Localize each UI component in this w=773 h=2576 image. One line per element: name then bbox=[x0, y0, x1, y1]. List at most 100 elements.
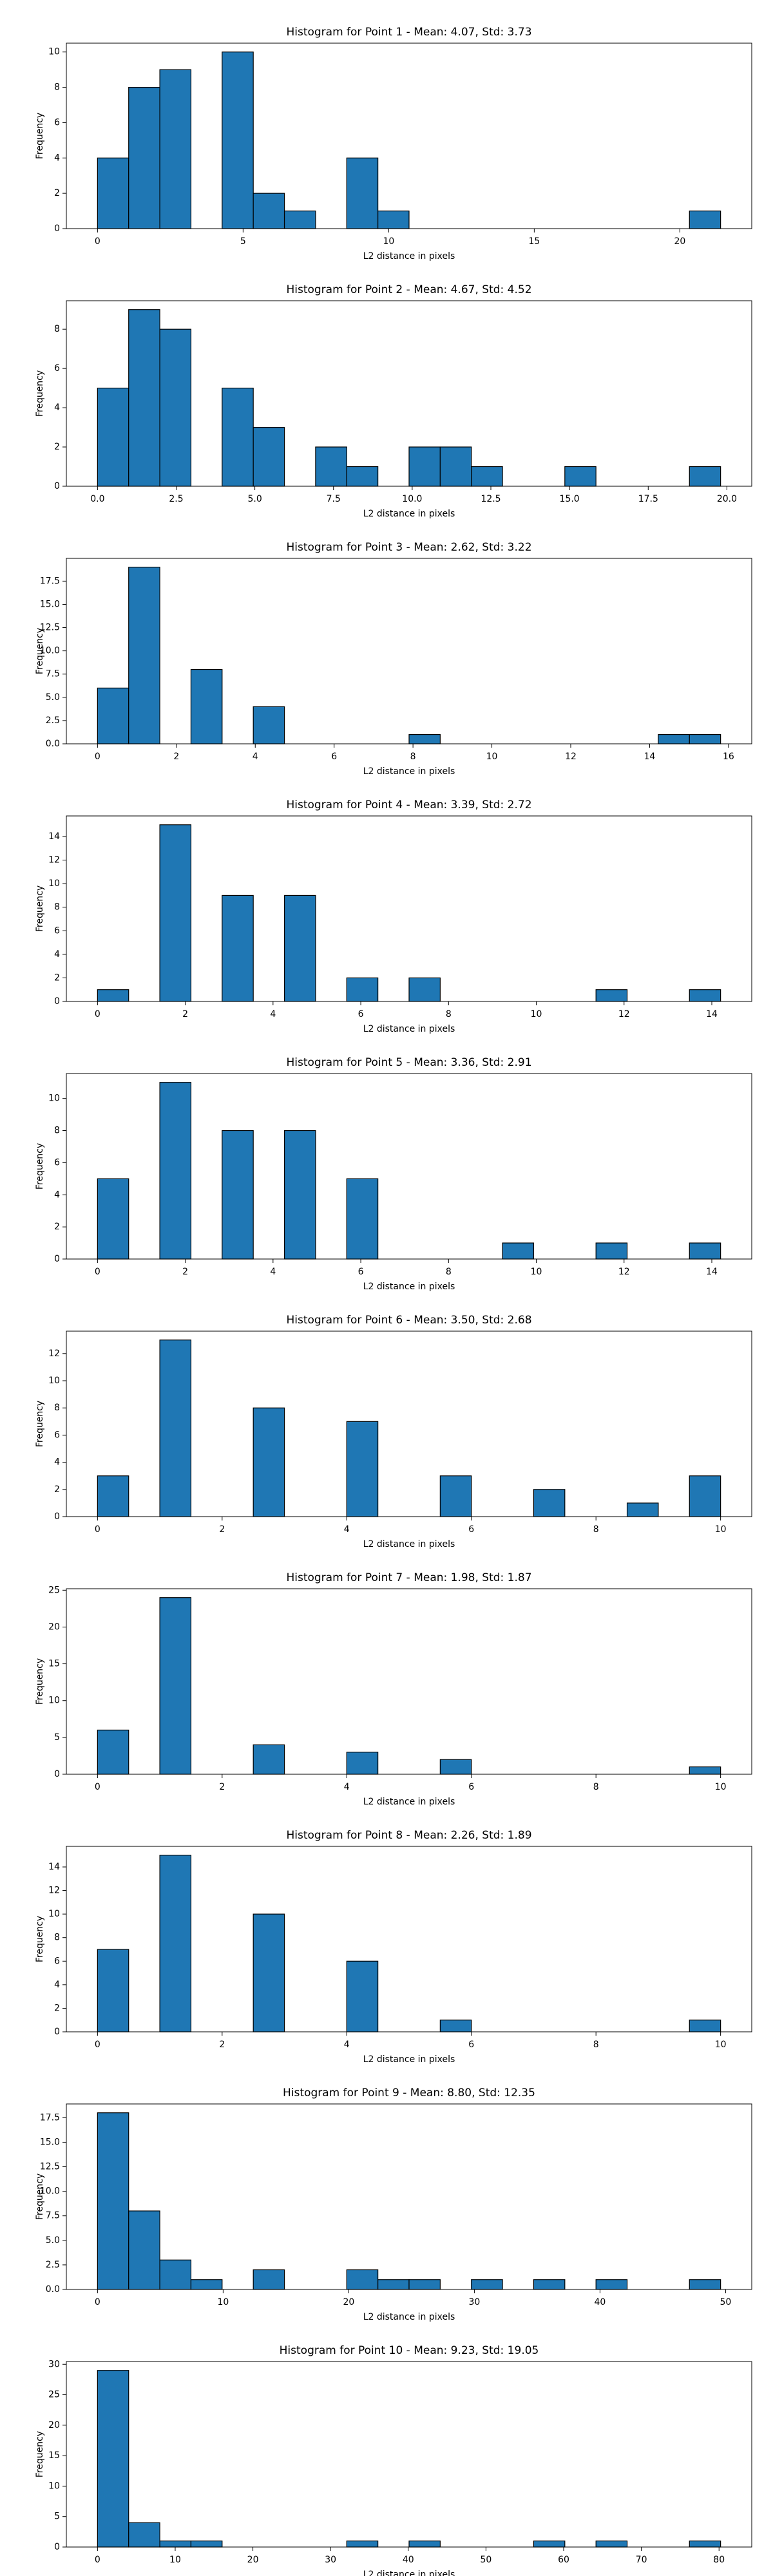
y-tick-label: 8 bbox=[54, 324, 60, 334]
bar bbox=[128, 86, 160, 229]
y-tick-label: 8 bbox=[54, 1126, 60, 1136]
x-tick-label: 4 bbox=[344, 1524, 350, 1535]
bar bbox=[595, 2279, 628, 2290]
axes-frame bbox=[66, 1331, 752, 1517]
y-tick-label: 10.0 bbox=[40, 2186, 60, 2197]
y-tick-label: 0.0 bbox=[46, 739, 60, 749]
bar bbox=[283, 1130, 316, 1260]
x-tick-label: 0 bbox=[95, 1524, 100, 1535]
bar bbox=[689, 2279, 721, 2290]
bar bbox=[595, 2540, 628, 2548]
y-tick-label: 2 bbox=[54, 2003, 60, 2013]
x-tick-label: 50 bbox=[720, 2297, 732, 2307]
bar bbox=[159, 1082, 192, 1260]
bar bbox=[346, 466, 379, 487]
x-tick-label: 2 bbox=[219, 1524, 225, 1535]
y-tick-label: 20 bbox=[48, 1622, 60, 1632]
y-axis-label: Frequency bbox=[35, 370, 45, 417]
x-tick-label: 8 bbox=[446, 1009, 452, 1019]
y-tick-label: 6 bbox=[54, 1956, 60, 1966]
x-tick-label: 40 bbox=[403, 2555, 414, 2565]
x-tick-label: 10.0 bbox=[402, 494, 422, 504]
bar bbox=[439, 446, 472, 487]
bar bbox=[97, 1178, 129, 1260]
y-tick-label: 5.0 bbox=[46, 692, 60, 703]
y-tick-label: 4 bbox=[54, 1189, 60, 1200]
bar bbox=[97, 2112, 129, 2290]
x-tick-label: 10 bbox=[715, 1524, 727, 1535]
y-tick-label: 2 bbox=[54, 442, 60, 452]
bar bbox=[595, 989, 628, 1002]
subplot: Histogram for Point 2 - Mean: 4.67, Std:… bbox=[35, 283, 752, 519]
y-tick-label: 4 bbox=[54, 1457, 60, 1468]
x-tick-label: 10 bbox=[486, 752, 498, 762]
bar bbox=[346, 1752, 379, 1775]
bar bbox=[377, 2279, 410, 2290]
y-axis-label: Frequency bbox=[35, 113, 45, 159]
x-tick-label: 15 bbox=[528, 236, 540, 247]
y-tick-label: 7.5 bbox=[46, 669, 60, 679]
bar bbox=[253, 1913, 285, 2032]
y-tick-label: 6 bbox=[54, 363, 60, 374]
y-tick-label: 2.5 bbox=[46, 2260, 60, 2270]
bar bbox=[128, 2522, 160, 2548]
x-tick-label: 0.0 bbox=[90, 494, 104, 504]
bar bbox=[346, 2540, 379, 2548]
bar bbox=[159, 1597, 192, 1775]
x-tick-label: 0 bbox=[95, 1782, 100, 1792]
bar bbox=[595, 1242, 628, 1260]
bar bbox=[97, 687, 129, 744]
x-axis-label: L2 distance in pixels bbox=[363, 2570, 455, 2576]
y-tick-label: 12 bbox=[48, 1886, 60, 1896]
chart-title: Histogram for Point 3 - Mean: 2.62, Std:… bbox=[286, 541, 531, 554]
axes-frame bbox=[66, 2361, 752, 2548]
y-axis-label: Frequency bbox=[35, 1658, 45, 1705]
x-tick-label: 12 bbox=[565, 752, 577, 762]
x-tick-label: 16 bbox=[723, 752, 734, 762]
y-tick-label: 12 bbox=[48, 1349, 60, 1359]
bar bbox=[346, 977, 379, 1002]
bar bbox=[159, 2540, 192, 2548]
y-tick-label: 4 bbox=[54, 153, 60, 163]
bar bbox=[190, 2279, 223, 2290]
x-tick-label: 30 bbox=[468, 2297, 480, 2307]
y-tick-label: 0 bbox=[54, 223, 60, 234]
bar bbox=[533, 2540, 566, 2548]
y-tick-label: 0 bbox=[54, 1254, 60, 1264]
y-axis-label: Frequency bbox=[35, 2174, 45, 2220]
y-tick-label: 4 bbox=[54, 402, 60, 413]
bar bbox=[159, 69, 192, 229]
bar bbox=[253, 1407, 285, 1517]
bar bbox=[564, 466, 596, 487]
x-tick-label: 6 bbox=[358, 1009, 364, 1019]
y-tick-label: 17.5 bbox=[40, 576, 60, 586]
bar bbox=[502, 1242, 535, 1260]
bar bbox=[658, 734, 690, 744]
x-tick-label: 2.5 bbox=[169, 494, 183, 504]
y-axis-label: Frequency bbox=[35, 1143, 45, 1189]
subplot: Histogram for Point 1 - Mean: 4.07, Std:… bbox=[35, 26, 752, 261]
x-tick-label: 70 bbox=[636, 2555, 647, 2565]
x-tick-label: 12 bbox=[618, 1267, 630, 1277]
axes-frame bbox=[66, 1846, 752, 2032]
bar bbox=[283, 210, 316, 229]
x-axis-label: L2 distance in pixels bbox=[363, 1539, 455, 1549]
x-tick-label: 0 bbox=[95, 2040, 100, 2050]
y-tick-label: 10 bbox=[48, 1094, 60, 1104]
x-tick-label: 10 bbox=[217, 2297, 229, 2307]
axes-frame bbox=[66, 1588, 752, 1775]
y-tick-label: 2 bbox=[54, 972, 60, 983]
x-tick-label: 14 bbox=[706, 1267, 718, 1277]
x-tick-label: 2 bbox=[182, 1267, 188, 1277]
x-tick-label: 20 bbox=[674, 236, 685, 247]
subplot: Histogram for Point 7 - Mean: 1.98, Std:… bbox=[35, 1571, 752, 1807]
x-tick-label: 6 bbox=[468, 1524, 474, 1535]
chart-title: Histogram for Point 9 - Mean: 8.80, Std:… bbox=[283, 2087, 535, 2099]
bar bbox=[253, 706, 285, 744]
y-tick-label: 15 bbox=[48, 2450, 60, 2461]
x-tick-label: 4 bbox=[344, 2040, 350, 2050]
y-tick-label: 15.0 bbox=[40, 599, 60, 609]
x-tick-label: 0 bbox=[95, 1009, 100, 1019]
bar bbox=[471, 466, 503, 487]
y-tick-label: 14 bbox=[48, 831, 60, 842]
